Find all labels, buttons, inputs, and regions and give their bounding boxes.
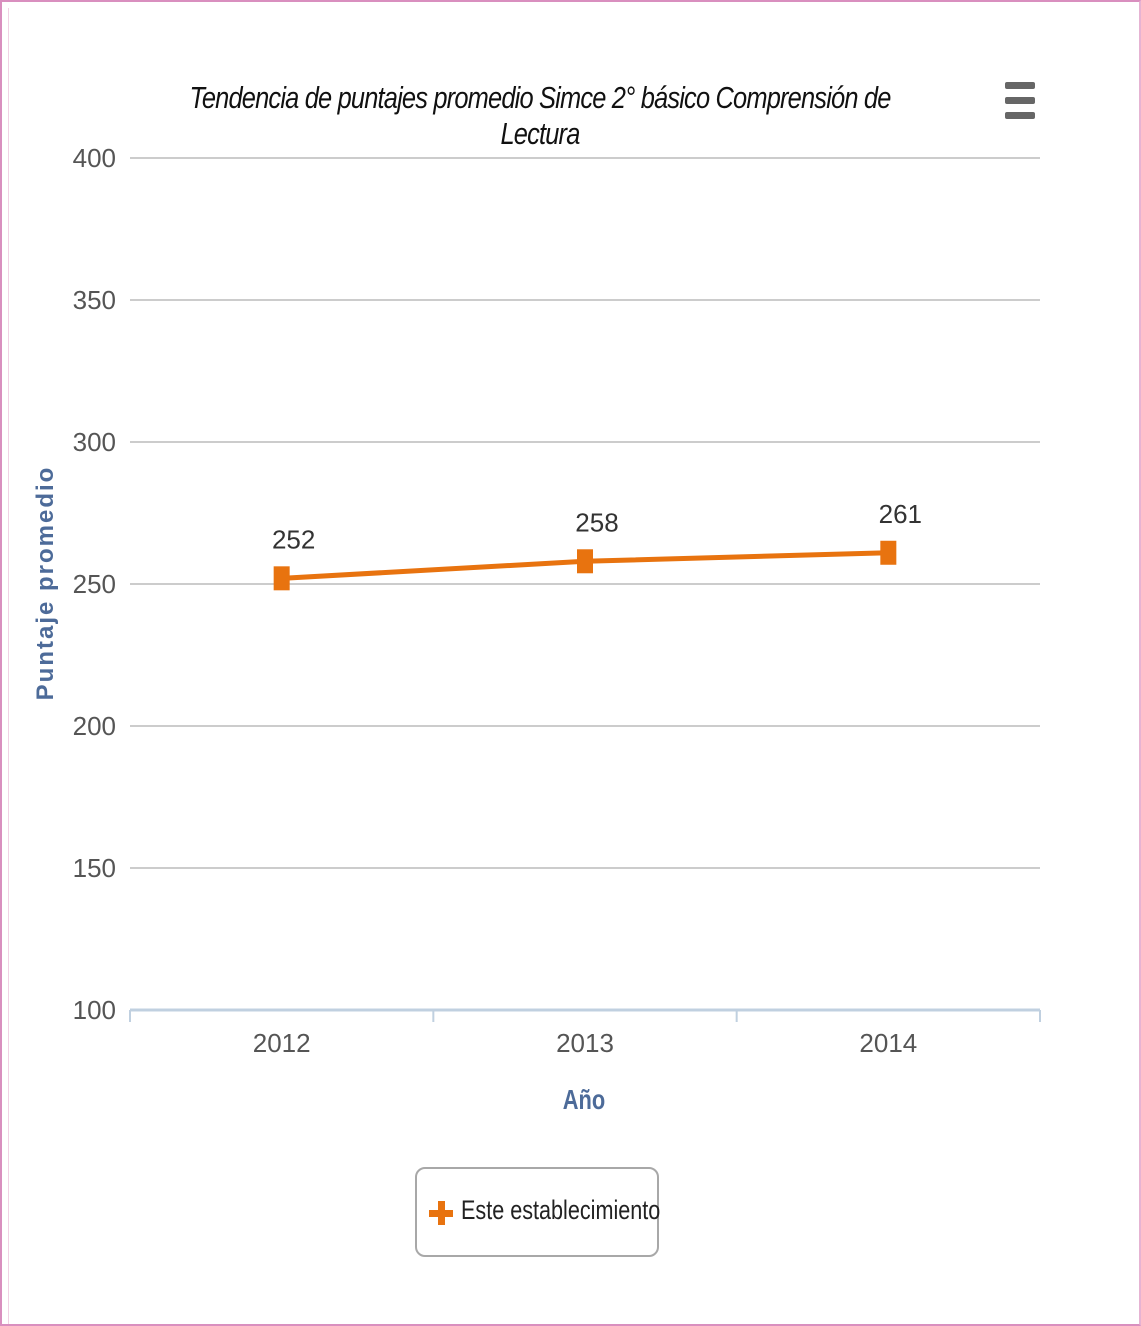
y-tick-label: 250 — [73, 569, 116, 599]
y-tick-label: 400 — [73, 143, 116, 173]
menu-bar — [1005, 112, 1035, 119]
hamburger-menu-icon[interactable] — [1003, 80, 1037, 124]
data-point-marker — [577, 549, 593, 574]
y-tick-label: 300 — [73, 427, 116, 457]
y-tick-label: 200 — [73, 711, 116, 741]
menu-bar — [1005, 82, 1035, 89]
chart-container — [8, 8, 1139, 1324]
y-tick-label: 100 — [73, 995, 116, 1025]
menu-bar — [1005, 97, 1035, 104]
x-tick-label: 2014 — [859, 1028, 917, 1058]
x-tick-label: 2013 — [556, 1028, 614, 1058]
x-tick-label: 2012 — [253, 1028, 311, 1058]
y-tick-label: 350 — [73, 285, 116, 315]
data-label: 261 — [879, 499, 922, 529]
data-label: 252 — [272, 524, 315, 554]
x-axis-title: Año — [562, 1084, 606, 1115]
chart-title: Tendencia de puntajes promedio Simce 2° … — [189, 80, 891, 151]
data-label: 258 — [575, 507, 618, 537]
data-point-marker — [273, 566, 290, 591]
legend-item-label: Este establecimiento — [461, 1195, 661, 1225]
y-tick-label: 150 — [73, 853, 116, 883]
plus-icon — [429, 1201, 453, 1225]
legend[interactable]: Este establecimiento — [415, 1167, 661, 1257]
data-point-marker — [880, 540, 897, 565]
